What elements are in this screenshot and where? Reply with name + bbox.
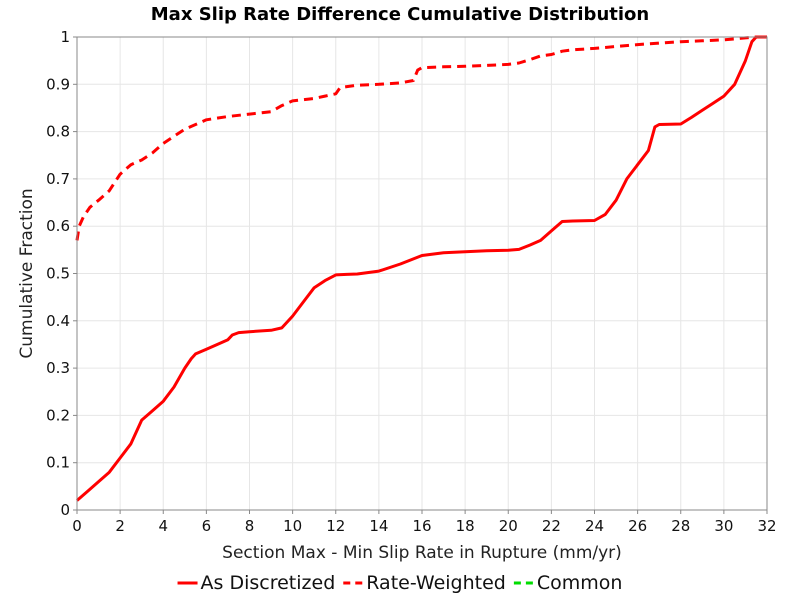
y-tick-label: 0.9 [46,75,70,93]
x-tick-label: 0 [72,517,82,535]
x-tick-label: 18 [456,517,475,535]
x-tick-label: 8 [245,517,255,535]
series-line-rate-weighted [75,35,767,241]
y-tick-label: 0 [60,501,70,519]
x-tick-label: 20 [499,517,518,535]
plot-area [75,35,768,511]
series-lines [75,35,767,502]
x-tick-label: 32 [757,517,776,535]
x-tick-label: 10 [283,517,302,535]
legend-label: Rate-Weighted [366,572,506,594]
x-tick-label: 2 [115,517,125,535]
legend: As Discretized Rate-Weighted Common [177,572,623,594]
y-tick-label: 0.5 [46,265,70,283]
y-tick-label: 0.4 [46,312,70,330]
x-tick-label: 22 [542,517,561,535]
x-tick-label: 28 [671,517,690,535]
x-tick-label: 14 [369,517,388,535]
x-axis-label: Section Max - Min Slip Rate in Rupture (… [222,543,622,563]
y-tick-label: 0.7 [46,170,70,188]
x-tick-label: 16 [412,517,431,535]
x-tick-label: 12 [326,517,345,535]
y-tick-label: 0.2 [46,406,70,424]
legend-label: Common [537,572,623,594]
chart-title: Max Slip Rate Difference Cumulative Dist… [151,4,649,25]
y-tick-label: 0.8 [46,123,70,141]
y-tick-label: 0.3 [46,359,70,377]
y-tick-label: 0.6 [46,217,70,235]
x-tick-label: 26 [628,517,647,535]
y-axis-label: Cumulative Fraction [17,188,37,358]
y-tick-label: 0.1 [46,454,70,472]
y-axis-ticks: 0 0.1 0.2 0.3 0.4 0.5 0.6 0.7 0.8 0.9 1 [46,28,77,519]
x-axis-ticks: 0 2 4 6 8 10 12 14 16 18 20 22 24 26 28 30 32 [72,510,777,535]
x-tick-label: 4 [158,517,168,535]
x-tick-label: 24 [585,517,604,535]
x-tick-label: 30 [714,517,733,535]
y-tick-label: 1 [60,28,70,46]
legend-label: As Discretized [201,572,336,594]
x-tick-label: 6 [202,517,212,535]
series-line-as-discretized [76,35,767,502]
